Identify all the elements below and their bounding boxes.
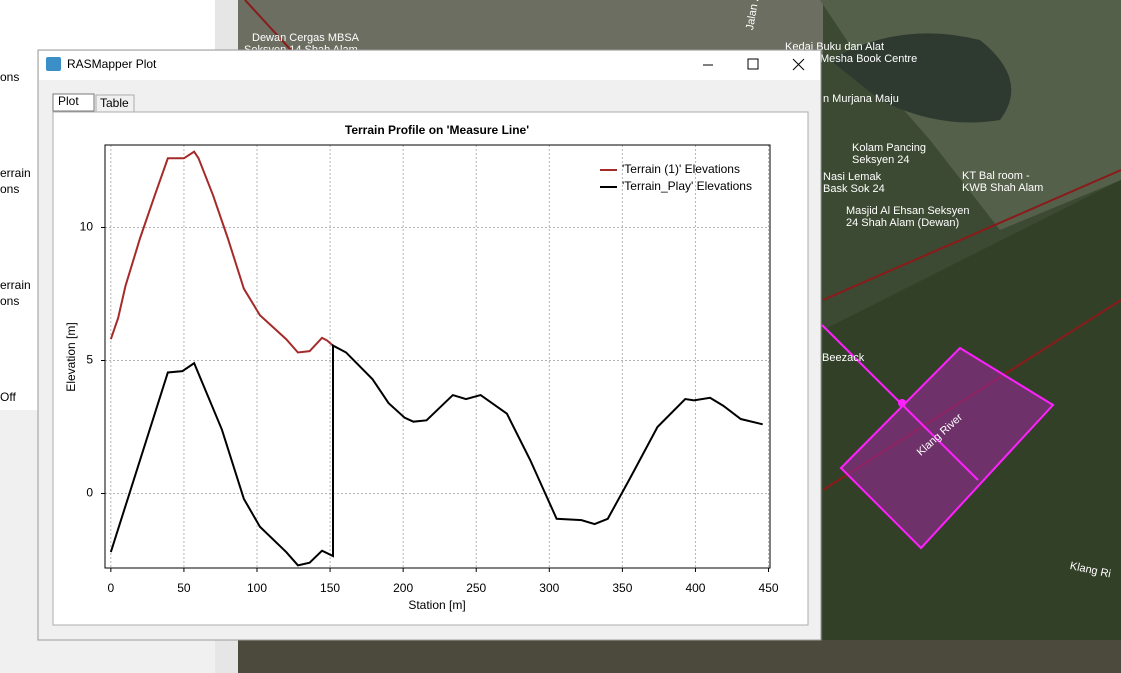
map-label: Bask Sok 24 bbox=[823, 183, 885, 195]
side-text: ons bbox=[0, 182, 19, 196]
x-tick-label: 250 bbox=[466, 581, 486, 595]
tab-plot[interactable] bbox=[52, 93, 95, 112]
map-label: KT Bal room - bbox=[962, 170, 1030, 182]
map-bottom bbox=[238, 640, 1121, 673]
measure-point[interactable] bbox=[898, 399, 906, 407]
map-label: Beezack bbox=[822, 352, 865, 364]
map-label: Kolam Pancing bbox=[852, 142, 926, 154]
side-panel-texts: ons errain ons errain ons Off bbox=[0, 70, 31, 404]
close-button[interactable] bbox=[792, 58, 805, 71]
side-text: ons bbox=[0, 70, 19, 84]
window-title: RASMapper Plot bbox=[67, 57, 157, 71]
x-tick-label: 350 bbox=[612, 581, 632, 595]
map-label: KWB Shah Alam bbox=[962, 182, 1043, 194]
x-tick-label: 300 bbox=[539, 581, 559, 595]
x-tick-label: 100 bbox=[247, 581, 267, 595]
x-tick-label: 50 bbox=[177, 581, 191, 595]
side-text: errain bbox=[0, 166, 31, 180]
x-tick-label: 400 bbox=[685, 581, 705, 595]
tab-label[interactable]: Plot bbox=[58, 94, 79, 108]
plot-panel bbox=[52, 111, 809, 626]
line-series bbox=[109, 150, 334, 354]
y-axis-label: Elevation [m] bbox=[64, 322, 78, 391]
map-label: 24 Shah Alam (Dewan) bbox=[846, 217, 959, 229]
y-tick-label: 0 bbox=[86, 486, 93, 500]
x-tick-label: 150 bbox=[320, 581, 340, 595]
side-text: ons bbox=[0, 294, 19, 308]
app-icon bbox=[46, 57, 61, 71]
map-label: Masjid Al Ehsan Seksyen bbox=[846, 205, 970, 217]
chart-title: Terrain Profile on 'Measure Line' bbox=[345, 123, 529, 137]
tab-label[interactable]: Table bbox=[100, 96, 129, 110]
river-bank bbox=[822, 169, 1121, 301]
side-text: errain bbox=[0, 278, 31, 292]
line-series bbox=[109, 343, 763, 567]
x-axis-label: Station [m] bbox=[408, 598, 465, 612]
map-label: Nasi Lemak bbox=[823, 171, 882, 183]
side-text: Off bbox=[0, 390, 16, 404]
map-label: n Murjana Maju bbox=[823, 93, 899, 105]
map-label: Dewan Cergas MBSA bbox=[252, 32, 360, 44]
x-tick-label: 0 bbox=[108, 581, 115, 595]
map-label: Mesha Book Centre bbox=[820, 53, 917, 65]
title-bar bbox=[39, 51, 820, 80]
y-tick-label: 5 bbox=[86, 353, 93, 367]
x-tick-label: 200 bbox=[393, 581, 413, 595]
plot-area bbox=[104, 144, 771, 569]
plot-window: RASMapper Plot Plot Table bbox=[37, 49, 822, 641]
maximize-button[interactable] bbox=[747, 58, 759, 70]
x-tick-label: 450 bbox=[759, 581, 779, 595]
legend-label: 'Terrain_Play' Elevations bbox=[622, 179, 752, 193]
y-tick-label: 10 bbox=[80, 220, 94, 234]
legend-label: 'Terrain (1)' Elevations bbox=[622, 162, 740, 176]
pond bbox=[830, 33, 1012, 123]
chart: Terrain Profile on 'Measure Line' Statio… bbox=[64, 123, 779, 612]
map-label: Seksyen 24 bbox=[852, 154, 909, 166]
